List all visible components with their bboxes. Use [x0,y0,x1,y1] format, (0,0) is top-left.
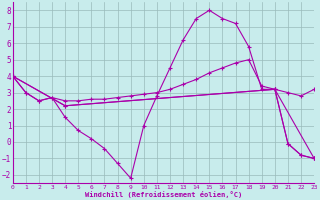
X-axis label: Windchill (Refroidissement éolien,°C): Windchill (Refroidissement éolien,°C) [85,191,242,198]
